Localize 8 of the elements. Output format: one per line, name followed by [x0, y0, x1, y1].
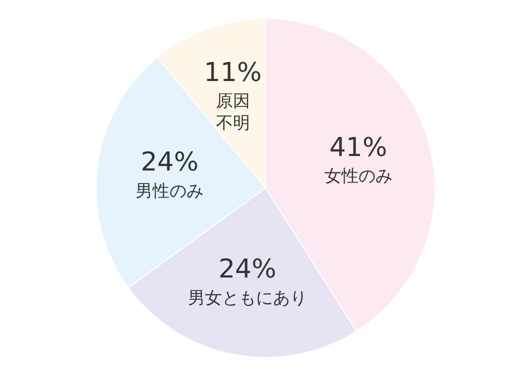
slice-label: 男女ともにあり	[188, 288, 307, 308]
slice-label: 女性のみ	[324, 166, 392, 186]
data-label: 24%	[218, 254, 276, 285]
data-label: 11%	[204, 58, 262, 88]
data-label: 41%	[329, 132, 388, 163]
slice-label: 原因不明	[216, 92, 250, 134]
data-label: 24%	[140, 148, 199, 178]
slice-label: 男性のみ	[136, 181, 204, 202]
